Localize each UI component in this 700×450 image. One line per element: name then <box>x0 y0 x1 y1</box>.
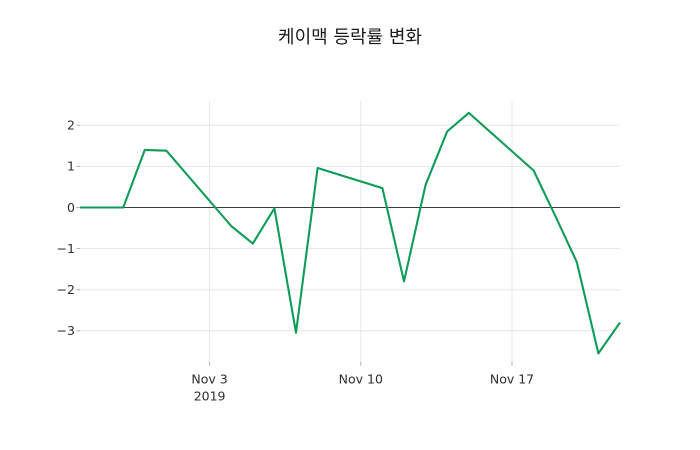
series-line <box>80 111 621 355</box>
y-tick-label: −3 <box>57 323 75 338</box>
y-tick-label: 1 <box>67 159 75 174</box>
y-tick-label: 0 <box>67 200 75 215</box>
x-tick-sublabel: 2019 <box>194 389 226 404</box>
x-tick-label: Nov 10 <box>339 372 383 387</box>
y-tick-label: −1 <box>57 241 75 256</box>
y-tick-label: 2 <box>67 118 75 133</box>
chart-title: 케이맥 등락률 변화 <box>278 27 422 48</box>
x-tick-label: Nov 17 <box>490 372 534 387</box>
y-tick-label: −2 <box>57 282 75 297</box>
x-tick-label: Nov 3 <box>191 372 227 387</box>
